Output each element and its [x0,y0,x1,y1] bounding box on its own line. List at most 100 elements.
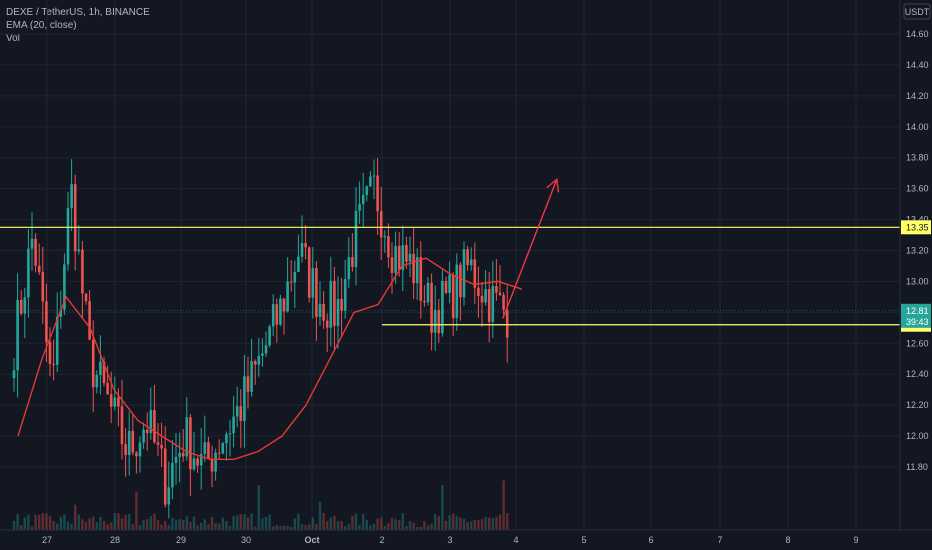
volume-bar [286,525,289,530]
candle-body [149,410,153,434]
volume-bar [419,526,422,530]
candle-body [217,452,221,454]
candle-body [88,301,91,340]
candle-body [196,458,199,466]
candle-body [253,361,257,365]
candle-body [297,256,300,272]
candle-body [390,257,394,273]
candle-body [181,452,185,457]
candle-body [462,249,466,298]
candle-body [257,355,261,365]
candle-body [142,429,145,443]
volume-bar [45,513,48,530]
y-tick-label: 13.00 [906,276,929,286]
x-tick-label: 27 [42,535,52,545]
volume-bar [462,518,466,530]
volume-bar [88,518,91,530]
candle-body [55,316,59,365]
volume-bar [113,513,116,530]
volume-bar [293,518,296,530]
volume-bar [264,516,268,530]
candle-body [484,289,487,303]
candle-body [491,286,495,322]
y-tick-label: 12.00 [906,431,929,441]
candle-body [268,326,271,346]
y-tick-label: 12.20 [906,400,929,410]
volume-bar [455,515,458,530]
volume-bar [340,521,343,530]
volume-bar [81,519,84,530]
candle-body [235,406,239,417]
volume-bar [358,524,361,530]
volume-bar [416,526,419,530]
projection-arrow [502,179,558,319]
volume-bar [315,523,318,530]
candle-body [451,274,455,319]
volume-bar [38,514,41,530]
candle-body [365,186,369,195]
volume-bar [333,516,336,530]
volume-bar [344,526,347,530]
volume-bar [20,525,23,530]
y-tick-label: 13.20 [906,246,929,256]
candle-body [415,257,419,284]
volume-bar [156,520,160,530]
x-tick-label: 2 [379,535,384,545]
candle-body [379,211,383,238]
candle-body [225,434,228,444]
candle-body [271,304,275,327]
candle-body [405,245,408,262]
volume-bar [146,519,149,530]
candle-body [81,249,84,294]
candle-body [77,249,81,252]
ema-indicator-label[interactable]: EMA (20, close) [6,20,77,31]
volume-indicator-label[interactable]: Vol [6,33,20,44]
volume-bar [387,523,390,530]
candle-body [343,279,347,311]
candle-body [228,433,232,435]
volume-bar [221,517,224,530]
candle-body [448,274,451,293]
candle-body [311,268,315,298]
candle-body [117,397,120,407]
x-tick-label: 7 [717,535,722,545]
candle-body [495,286,498,293]
volume-bar [279,525,282,530]
candle-body [203,442,207,455]
volume-bar [153,513,156,530]
currency-label: USDT [905,7,930,17]
y-tick-label: 11.80 [906,462,928,472]
volume-bar [164,520,167,530]
volume-bar [441,484,444,530]
volume-bar [110,522,113,530]
candle-body [34,238,37,266]
volume-bar [218,523,221,530]
candle-body [207,442,210,459]
y-tick-label: 13.80 [906,153,929,163]
price-axis-panel [900,0,932,550]
volume-bar [408,521,412,530]
x-tick-label: Oct [304,535,319,545]
candle-body [174,456,178,463]
volume-bar [390,517,394,530]
candle-body [498,292,502,295]
volume-bar [412,522,415,530]
volume-bar [430,523,433,530]
candle-body [210,458,214,472]
candle-body [250,361,253,392]
y-tick-label: 14.60 [906,29,929,39]
volume-bar [192,516,196,530]
volume-bar [380,517,383,530]
candle-body [163,448,167,505]
candle-body [156,442,160,445]
candle-body [264,345,268,354]
candle-body [358,204,361,211]
candle-body [437,309,441,334]
volume-bar [70,523,73,530]
volume-bar [232,516,235,530]
volume-bar [362,514,365,530]
volume-bar [214,522,217,530]
candle-body [246,376,250,392]
volume-bar [459,517,462,530]
